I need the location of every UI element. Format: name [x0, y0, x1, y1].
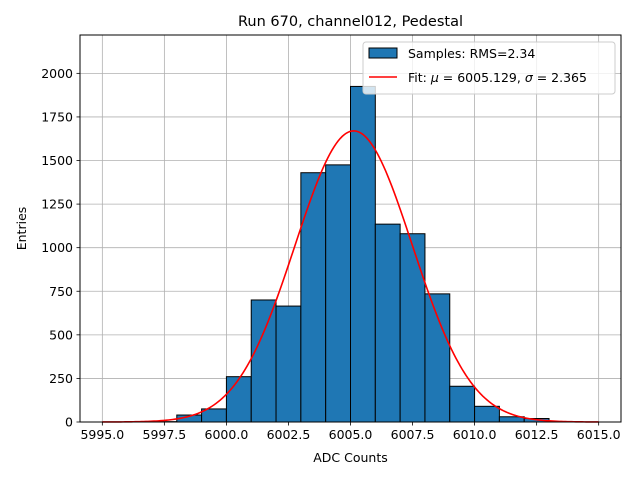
legend-swatch-histogram — [369, 48, 397, 58]
x-tick-label: 6015.0 — [577, 427, 621, 442]
histogram-bar — [276, 306, 301, 422]
legend-fit-mu-value: = 6005.129, — [439, 70, 525, 85]
y-tick-label: 250 — [49, 371, 73, 386]
histogram-bar — [475, 406, 500, 422]
histogram-bar — [425, 294, 450, 422]
x-tick-label: 5997.5 — [143, 427, 187, 442]
y-tick-label: 1500 — [41, 153, 73, 168]
x-tick-label: 6010.0 — [453, 427, 497, 442]
legend-label-fit: Fit: μ = 6005.129, σ = 2.365 — [408, 70, 587, 85]
x-tick-label: 6005.0 — [329, 427, 373, 442]
y-tick-label: 750 — [49, 284, 73, 299]
legend: Samples: RMS=2.34 Fit: μ = 6005.129, σ =… — [363, 42, 615, 94]
legend-label-histogram: Samples: RMS=2.34 — [408, 46, 535, 61]
x-tick-label: 6012.5 — [515, 427, 559, 442]
histogram-bar — [226, 377, 251, 422]
legend-fit-mu-symbol: μ — [430, 70, 439, 85]
histogram-bar — [351, 86, 376, 422]
y-tick-label: 1000 — [41, 240, 73, 255]
y-axis-title: Entries — [14, 207, 29, 251]
y-tick-label: 500 — [49, 327, 73, 342]
y-tick-label: 0 — [65, 415, 73, 430]
y-tick-label: 1750 — [41, 109, 73, 124]
y-tick-label: 2000 — [41, 66, 73, 81]
chart-title: Run 670, channel012, Pedestal — [238, 14, 463, 30]
histogram-bar — [400, 234, 425, 422]
x-tick-label: 6002.5 — [267, 427, 311, 442]
legend-fit-prefix: Fit: — [408, 70, 431, 85]
histogram-bar — [326, 165, 351, 422]
x-tick-label: 6007.5 — [391, 427, 435, 442]
legend-fit-sigma-value: = 2.365 — [533, 70, 587, 85]
histogram-bar — [375, 224, 400, 422]
histogram-bar — [301, 173, 326, 422]
histogram-bar — [450, 386, 475, 422]
x-tick-label: 6000.0 — [205, 427, 249, 442]
histogram-bar — [251, 300, 276, 422]
x-tick-label: 5995.0 — [80, 427, 124, 442]
y-tick-label: 1250 — [41, 197, 73, 212]
x-axis-title: ADC Counts — [313, 450, 388, 465]
